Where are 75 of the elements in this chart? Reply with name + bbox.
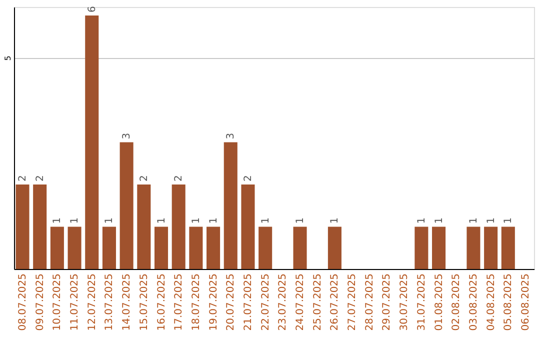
x-tick-label: 18.07.2025 (190, 274, 202, 331)
data-label: 1 (503, 217, 514, 224)
x-tick-label: 24.07.2025 (295, 274, 306, 331)
bar (466, 226, 480, 269)
data-label: 1 (486, 217, 497, 224)
bar (172, 184, 186, 269)
data-label: 2 (242, 175, 254, 182)
data-label: 6 (86, 6, 98, 12)
x-tick-label: 28.07.2025 (364, 274, 376, 331)
x-tick-label: 31.07.2025 (416, 274, 428, 331)
x-tick-label: 26.07.2025 (330, 274, 341, 331)
x-tick-label: 06.08.2025 (520, 274, 532, 331)
bar (484, 226, 498, 269)
bar (102, 226, 116, 269)
x-tick-label: 09.07.2025 (34, 274, 46, 331)
x-tick-label: 13.07.2025 (104, 274, 116, 331)
bar (137, 184, 151, 269)
data-label: 1 (70, 217, 81, 224)
x-tick-label: 27.07.2025 (347, 274, 358, 331)
data-label: 2 (174, 175, 185, 182)
x-tick-label: 04.08.2025 (486, 274, 497, 331)
x-tick-label: 08.07.2025 (18, 274, 28, 331)
x-tick-label: 29.07.2025 (382, 274, 393, 331)
data-label: 1 (434, 217, 445, 224)
bar (432, 226, 446, 269)
bar (120, 142, 134, 269)
data-label: 1 (330, 217, 341, 224)
x-tick-label: 12.07.2025 (86, 274, 98, 331)
x-tick-label: 05.08.2025 (503, 274, 514, 331)
bar (68, 226, 82, 269)
x-tick-label: 20.07.2025 (226, 274, 237, 331)
x-tick-label: 14.07.2025 (122, 274, 133, 331)
bar (241, 184, 255, 269)
x-tick-label: 30.07.2025 (399, 274, 410, 331)
bar (258, 226, 272, 269)
y-tick-label: 5 (4, 56, 12, 61)
bar (206, 226, 220, 269)
x-tick-label: 23.07.2025 (278, 274, 289, 331)
data-label: 1 (104, 217, 116, 224)
x-tick-label: 10.07.2025 (52, 274, 64, 331)
bar (189, 226, 203, 269)
bar (154, 226, 168, 269)
data-label: 1 (468, 217, 480, 224)
data-label: 2 (138, 175, 150, 182)
x-tick-label: 15.07.2025 (138, 274, 150, 331)
x-tick-label: 03.08.2025 (468, 274, 480, 331)
data-label: 1 (295, 217, 306, 224)
x-tick-label: 19.07.2025 (208, 274, 220, 331)
data-label: 1 (260, 217, 272, 224)
data-label: 1 (52, 217, 64, 224)
x-tick-label: 02.08.2025 (451, 274, 462, 331)
data-label: 1 (190, 217, 202, 224)
bar (328, 226, 342, 269)
bar (33, 184, 47, 269)
data-label: 2 (18, 175, 28, 182)
data-label: 1 (416, 217, 428, 224)
data-label: 3 (226, 132, 237, 140)
bar (414, 226, 428, 269)
data-label: 3 (122, 132, 133, 140)
data-label: 1 (208, 217, 220, 224)
x-tick-label: 11.07.2025 (70, 274, 81, 331)
x-tick-label: 01.08.2025 (434, 274, 445, 331)
x-tick-label: 17.07.2025 (174, 274, 185, 331)
x-tick-label: 21.07.2025 (242, 274, 254, 331)
x-tick-label: 22.07.2025 (260, 274, 272, 331)
bar (293, 226, 307, 269)
bar (50, 226, 64, 269)
data-label: 1 (156, 217, 168, 224)
x-tick-label: 25.07.2025 (312, 274, 324, 331)
bar (85, 15, 99, 269)
bar (501, 226, 515, 269)
bar (16, 184, 30, 269)
bar (224, 142, 238, 269)
data-label: 2 (34, 175, 46, 182)
x-tick-label: 16.07.2025 (156, 274, 168, 331)
